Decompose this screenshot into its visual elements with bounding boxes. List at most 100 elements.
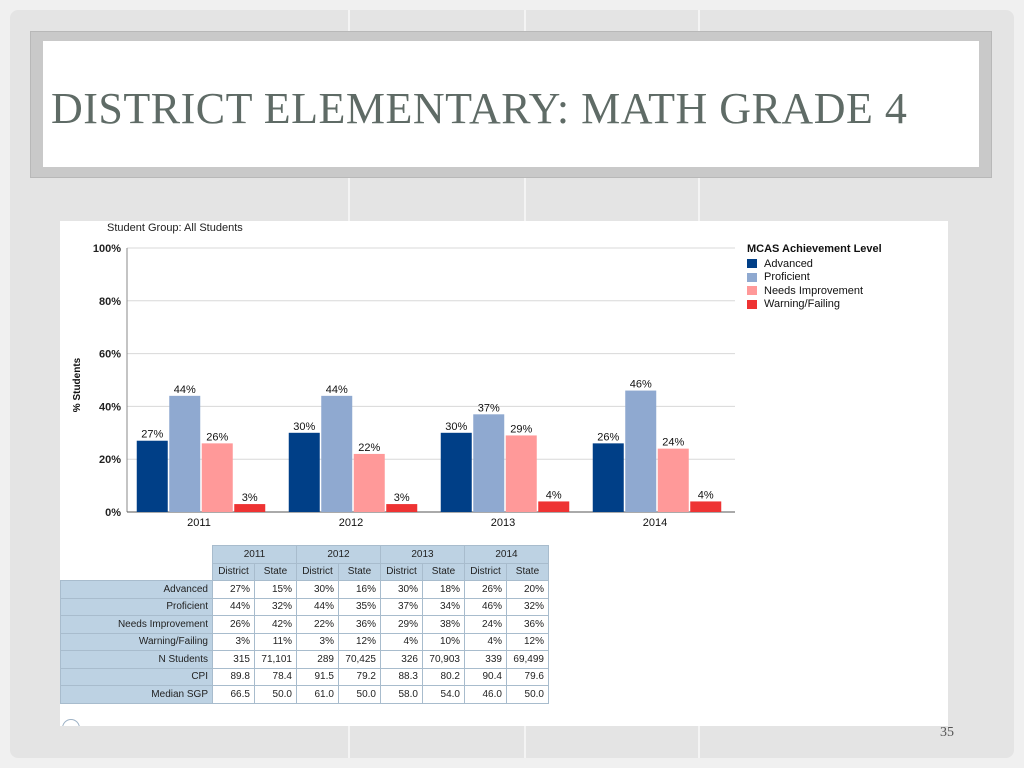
bar: [440, 432, 472, 512]
data-label: 37%: [478, 402, 500, 414]
table-header-row: 2011 2012 2013 2014: [60, 545, 549, 564]
x-tick-label: 2013: [491, 517, 515, 529]
row-label: Median SGP: [60, 685, 213, 704]
legend-item-proficient: Proficient: [747, 271, 882, 285]
table-cell: 35%: [337, 597, 382, 616]
table-cell: 11%: [253, 632, 298, 651]
table-cell: 37%: [380, 597, 423, 616]
table-cell: 78.4: [253, 667, 298, 686]
chart-legend: MCAS Achievement Level Advanced Proficie…: [747, 243, 882, 311]
legend-label: Needs Improvement: [764, 284, 864, 297]
table-cell: 339: [464, 650, 507, 669]
legend-label: Proficient: [764, 271, 810, 284]
table-cell: 50.0: [253, 685, 298, 704]
table-cell: 4%: [464, 632, 507, 651]
y-tick-label: 0%: [105, 507, 121, 519]
x-tick-label: 2012: [339, 517, 363, 529]
table-cell: 26%: [212, 615, 255, 634]
district-header: District: [296, 562, 339, 581]
row-label: Needs Improvement: [60, 615, 213, 634]
table-cell: 12%: [505, 632, 550, 651]
legend-item-advanced: Advanced: [747, 257, 882, 271]
table-row: N Students 315 71,101 289 70,425 326 70,903 339…: [60, 650, 550, 669]
year-header: 2014: [464, 545, 549, 564]
data-label: 4%: [546, 489, 562, 501]
data-label: 44%: [326, 384, 348, 396]
y-axis-label: % Students: [72, 357, 83, 412]
bar: [657, 448, 689, 512]
table-cell: 90.4: [464, 667, 507, 686]
table-cell: 46.0: [464, 685, 507, 704]
row-label: Proficient: [60, 597, 213, 616]
table-cell: 3%: [212, 632, 255, 651]
table-cell: 88.3: [380, 667, 423, 686]
table-row: Warning/Failing 3% 11% 3% 12% 4% 10% 4% 12%: [60, 632, 550, 651]
year-header: 2011: [212, 545, 297, 564]
row-label: Advanced: [60, 580, 213, 599]
table-subheader-row: District State District State District S…: [60, 562, 550, 581]
table-cell: 70,425: [337, 650, 382, 669]
state-header: State: [253, 562, 298, 581]
x-tick-label: 2011: [187, 517, 211, 529]
chart-subtitle: Student Group: All Students: [107, 222, 243, 234]
data-label: 26%: [206, 431, 228, 443]
legend-title: MCAS Achievement Level: [747, 243, 882, 255]
table-cell: 50.0: [337, 685, 382, 704]
table-row: Needs Improvement 26% 42% 22% 36% 29% 38% 24% 36…: [60, 615, 550, 634]
title-frame: DISTRICT ELEMENTARY: MATH GRADE 4: [30, 31, 992, 178]
page-number: 35: [940, 725, 954, 740]
table-cell: 69,499: [505, 650, 550, 669]
table-cell: 289: [296, 650, 339, 669]
title-box: DISTRICT ELEMENTARY: MATH GRADE 4: [43, 41, 979, 167]
legend-swatch: [747, 272, 757, 282]
table-cell: 70,903: [421, 650, 466, 669]
data-label: 24%: [662, 437, 684, 449]
table-cell: 22%: [296, 615, 339, 634]
table-cell: 326: [380, 650, 423, 669]
legend-item-needs-improvement: Needs Improvement: [747, 284, 882, 298]
year-header: 2012: [296, 545, 381, 564]
table-body: Advanced 27% 15% 30% 16% 30% 18% 26% 20% Proficie…: [60, 580, 550, 704]
logo-icon: [62, 719, 80, 726]
table-cell: 36%: [505, 615, 550, 634]
table-cell: 38%: [421, 615, 466, 634]
state-header: State: [337, 562, 382, 581]
data-label: 46%: [630, 379, 652, 391]
table-cell: 34%: [421, 597, 466, 616]
table-cell: 20%: [505, 580, 550, 599]
results-table: 2011 2012 2013 2014 District State Distr…: [60, 545, 550, 704]
bar: [690, 501, 722, 512]
table-cell: 15%: [253, 580, 298, 599]
table-cell: 89.8: [212, 667, 255, 686]
bar: [538, 501, 570, 512]
y-tick-label: 80%: [99, 296, 121, 308]
row-label: Warning/Failing: [60, 632, 213, 651]
bar: [505, 435, 537, 512]
legend-item-warning-failing: Warning/Failing: [747, 298, 882, 312]
table-cell: 315: [212, 650, 255, 669]
table-cell: 79.2: [337, 667, 382, 686]
y-tick-label: 20%: [99, 454, 121, 466]
data-label: 3%: [394, 492, 410, 504]
table-cell: 3%: [296, 632, 339, 651]
bar: [321, 395, 353, 512]
table-cell: 50.0: [505, 685, 550, 704]
state-header: State: [505, 562, 550, 581]
table-corner: [60, 545, 213, 563]
table-cell: 4%: [380, 632, 423, 651]
bar: [592, 443, 624, 512]
slide-title: DISTRICT ELEMENTARY: MATH GRADE 4: [51, 84, 908, 133]
table-cell: 32%: [505, 597, 550, 616]
bar: [386, 504, 418, 512]
table-cell: 79.6: [505, 667, 550, 686]
data-label: 30%: [293, 421, 315, 433]
table-cell: 54.0: [421, 685, 466, 704]
bar: [234, 504, 266, 512]
table-cell: 10%: [421, 632, 466, 651]
district-header: District: [464, 562, 507, 581]
table-cell: 71,101: [253, 650, 298, 669]
x-tick-label: 2014: [643, 517, 667, 529]
bar: [201, 443, 233, 512]
bar: [169, 395, 201, 512]
table-cell: 18%: [421, 580, 466, 599]
